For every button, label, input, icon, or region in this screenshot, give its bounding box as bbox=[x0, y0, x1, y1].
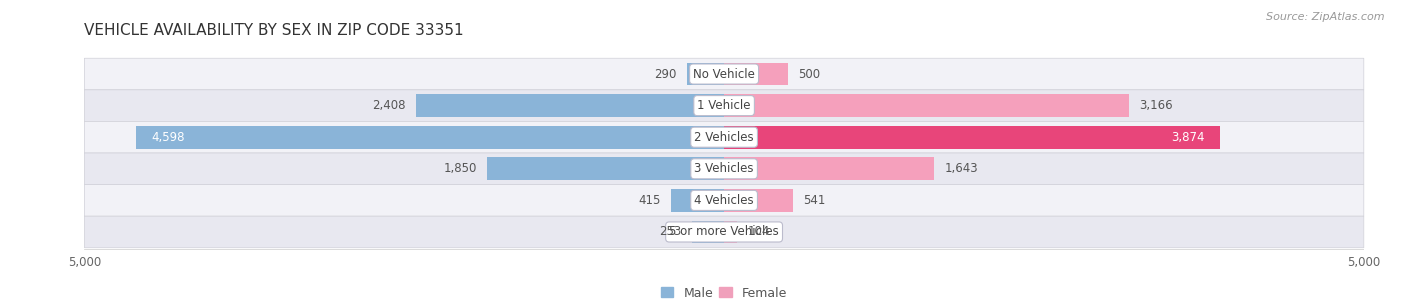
Text: 3,166: 3,166 bbox=[1139, 99, 1173, 112]
Bar bbox=[688, 63, 724, 85]
Text: 290: 290 bbox=[654, 68, 676, 80]
Text: No Vehicle: No Vehicle bbox=[693, 68, 755, 80]
Bar bbox=[724, 94, 1129, 117]
Bar bbox=[724, 157, 935, 180]
FancyBboxPatch shape bbox=[84, 58, 1364, 90]
Text: 541: 541 bbox=[804, 194, 825, 207]
Text: 4 Vehicles: 4 Vehicles bbox=[695, 194, 754, 207]
Text: 2,408: 2,408 bbox=[373, 99, 406, 112]
Text: 2 Vehicles: 2 Vehicles bbox=[695, 131, 754, 144]
FancyBboxPatch shape bbox=[84, 90, 1364, 121]
FancyBboxPatch shape bbox=[84, 153, 1364, 185]
Bar bbox=[724, 189, 793, 212]
Text: 415: 415 bbox=[638, 194, 661, 207]
FancyBboxPatch shape bbox=[84, 216, 1364, 248]
Text: 1,850: 1,850 bbox=[444, 162, 477, 175]
Bar bbox=[692, 221, 724, 243]
Text: 253: 253 bbox=[659, 226, 682, 238]
Bar bbox=[724, 126, 1220, 149]
Bar bbox=[488, 157, 724, 180]
Text: 500: 500 bbox=[799, 68, 821, 80]
Text: 104: 104 bbox=[748, 226, 770, 238]
FancyBboxPatch shape bbox=[84, 185, 1364, 216]
FancyBboxPatch shape bbox=[84, 121, 1364, 153]
Bar bbox=[136, 126, 724, 149]
Bar bbox=[724, 63, 787, 85]
Text: 1 Vehicle: 1 Vehicle bbox=[697, 99, 751, 112]
Text: VEHICLE AVAILABILITY BY SEX IN ZIP CODE 33351: VEHICLE AVAILABILITY BY SEX IN ZIP CODE … bbox=[84, 23, 464, 38]
Text: 1,643: 1,643 bbox=[945, 162, 979, 175]
Text: Source: ZipAtlas.com: Source: ZipAtlas.com bbox=[1267, 12, 1385, 22]
Bar bbox=[724, 221, 737, 243]
Text: 4,598: 4,598 bbox=[152, 131, 184, 144]
Text: 3 Vehicles: 3 Vehicles bbox=[695, 162, 754, 175]
Bar bbox=[416, 94, 724, 117]
Bar bbox=[671, 189, 724, 212]
Text: 5 or more Vehicles: 5 or more Vehicles bbox=[669, 226, 779, 238]
Text: 3,874: 3,874 bbox=[1171, 131, 1205, 144]
Legend: Male, Female: Male, Female bbox=[661, 286, 787, 300]
